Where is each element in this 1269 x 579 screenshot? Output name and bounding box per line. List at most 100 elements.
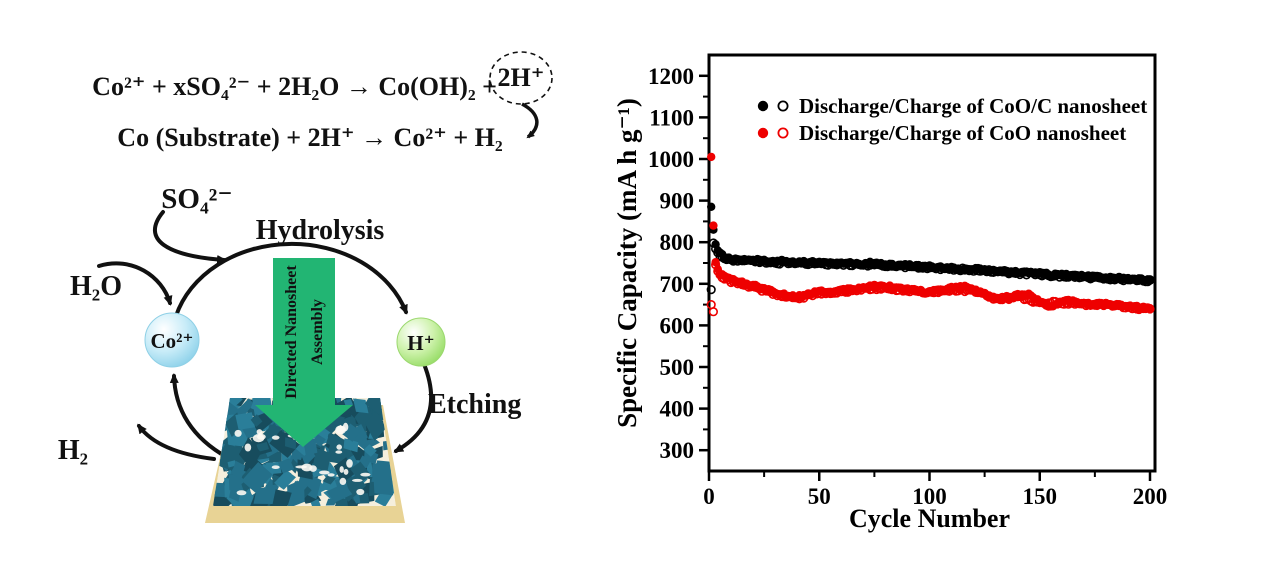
h2o-label: H₂O (70, 271, 122, 302)
x-tick-label: 0 (703, 484, 715, 509)
x-axis-title: Cycle Number (849, 504, 1010, 533)
nanosheet-speckle (256, 429, 263, 435)
recycle-hook-arrow (521, 102, 539, 139)
nanosheet-flake (231, 460, 246, 480)
nanosheet-speckle (252, 434, 265, 443)
data-point (707, 152, 716, 162)
nanosheet-flake (343, 438, 359, 453)
legend-open-marker (777, 127, 789, 139)
hydrolysis-label: Hydrolysis (256, 215, 385, 246)
nanosheet-speckle (356, 488, 365, 496)
nanosheet-speckle (339, 466, 344, 473)
y-tick-label: 600 (660, 313, 695, 338)
nanosheet-speckle (343, 468, 349, 475)
nanosheet-flake (365, 398, 391, 415)
nanosheet-flake (312, 447, 332, 473)
nanosheet-flake (269, 489, 292, 506)
h-ion-sphere (396, 317, 446, 367)
data-point (707, 202, 716, 211)
nanosheet-speckle (336, 444, 343, 450)
nanosheet-speckle (319, 470, 330, 475)
nanosheet-speckle (339, 477, 347, 485)
nanosheet-speckle (295, 465, 308, 469)
y-tick-label: 500 (660, 355, 695, 380)
nanosheet-flake (363, 444, 377, 457)
equation-line1-circled-product: 2H⁺ (498, 63, 545, 92)
nanosheet-flake (326, 483, 353, 503)
data-point (1145, 304, 1155, 313)
h2o-input-arrow (97, 261, 173, 306)
x-tick-label: 200 (1133, 484, 1168, 509)
data-point (709, 221, 718, 230)
chart-frame (699, 53, 1157, 481)
nanosheet-flake (250, 414, 263, 427)
y-tick-label: 300 (660, 438, 695, 463)
nanosheet-flake (359, 493, 370, 504)
dashed-highlight-ellipse (489, 51, 553, 105)
co-ion-label: Co²⁺ (150, 329, 193, 353)
legend-label: Discharge/Charge of CoO/C nanosheet (799, 94, 1147, 118)
y-tick-label: 400 (660, 397, 695, 422)
equation-line2: Co (Substrate) + 2H⁺ → Co²⁺ + H₂ (117, 123, 503, 152)
legend-filled-marker (757, 100, 769, 112)
nanosheet-speckle (309, 465, 317, 472)
equation-line1: Co²⁺ + xSO₄²⁻ + 2H₂O → Co(OH)₂ + (92, 72, 497, 101)
y-tick-label: 1100 (649, 105, 694, 130)
cycling-performance-chart: 300 400 500 600 700 800 900 1000 1100 1200 0 50 100 1… (612, 53, 1167, 533)
assembly-block-arrow (255, 258, 353, 447)
legend-filled-marker (757, 127, 769, 139)
nanosheet-flake (235, 412, 256, 430)
nanosheet-flake (213, 482, 228, 498)
nanosheet-flake (253, 487, 276, 504)
nanosheet-flake (289, 458, 300, 474)
x-tick-label: 50 (808, 484, 831, 509)
nanosheet-flake (364, 410, 387, 441)
legend-open-marker (777, 100, 789, 112)
nanosheet-flake (241, 462, 273, 494)
nanosheet-flake (229, 485, 242, 502)
y-tick-label: 800 (660, 230, 695, 255)
so4-input-arrow (152, 210, 227, 264)
data-point (1145, 276, 1155, 285)
nanosheet-speckle (360, 472, 371, 477)
h-ion-label: H⁺ (407, 331, 434, 355)
nanosheet-speckle (342, 422, 349, 432)
nanosheet-flake (236, 403, 248, 418)
y-tick-label: 900 (660, 189, 695, 214)
assembly-label-line2: Assembly (309, 299, 326, 365)
reaction-scheme-diagram: Co²⁺ + xSO₄²⁻ + 2H₂O → Co(OH)₂ + 2H⁺ Co … (58, 51, 553, 523)
etching-arc-arrow (393, 362, 434, 453)
nanosheet-flake (256, 442, 269, 452)
h2-output-arrow (137, 423, 216, 461)
nanosheet-flake (274, 470, 296, 490)
nanosheet-flake (238, 437, 262, 470)
h2-label: H₂ (58, 435, 88, 466)
nanosheet-flake (322, 475, 336, 485)
chart-text-layer: 300 400 500 600 700 800 900 1000 1100 1200 0 50 100 1… (612, 64, 1167, 533)
y-tick-label: 700 (660, 272, 695, 297)
x-tick-label: 100 (912, 484, 947, 509)
legend-label: Discharge/Charge of CoO nanosheet (799, 121, 1126, 145)
nanosheet-speckle (327, 473, 335, 477)
data-point (711, 258, 720, 267)
nanosheet-flake (343, 399, 353, 406)
nanosheet-speckle (244, 443, 252, 452)
y-tick-label: 1200 (648, 64, 694, 89)
x-tick-label: 150 (1023, 484, 1058, 509)
nanosheet-speckle (335, 450, 343, 454)
nanosheet-speckle (271, 465, 280, 470)
nanosheet-flake (313, 434, 326, 447)
nanosheet-flake (310, 498, 321, 506)
y-axis-title: Specific Capacity (mA h g⁻¹) (612, 98, 642, 428)
nanosheet-flake (227, 460, 236, 468)
nanosheet-flake (285, 437, 296, 450)
nanosheet-speckle (336, 425, 345, 433)
nanosheet-flake (371, 460, 394, 484)
cycle-top-arc-arrow (174, 241, 408, 318)
chart-data-points (706, 152, 1155, 317)
data-point (708, 307, 719, 317)
nanosheet-flake (353, 398, 369, 414)
y-tick-label: 1000 (648, 147, 694, 172)
nanosheet-speckle (234, 429, 242, 437)
